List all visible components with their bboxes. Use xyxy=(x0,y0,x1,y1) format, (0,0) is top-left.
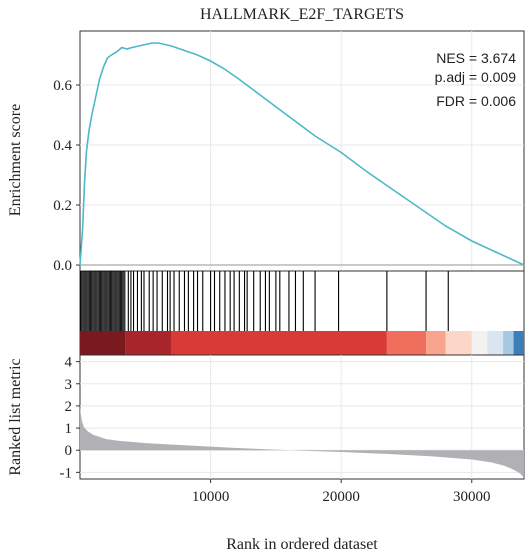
gene-hit-marks xyxy=(80,271,449,331)
ranked-y-tick-label: 0 xyxy=(65,443,73,459)
x-axis-ticks: 10000 20000 30000 xyxy=(192,479,491,505)
color-bar-segment xyxy=(471,331,488,355)
enrichment-y-tick-label: 0.2 xyxy=(53,198,72,214)
ranked-list-panel: -1 0 1 2 3 4 Ranked list metric xyxy=(7,354,525,481)
enrichment-gridlines xyxy=(80,31,524,271)
color-bar-segment xyxy=(171,331,387,355)
ranked-panel-frame xyxy=(79,354,525,480)
ranked-gridlines xyxy=(80,355,524,479)
nes-stat: NES = 3.674 xyxy=(436,50,516,66)
ranked-y-tick-label: 2 xyxy=(65,399,73,415)
color-bar-segment xyxy=(426,331,446,355)
x-tick-label: 10000 xyxy=(192,489,230,505)
chart-title: HALLMARK_E2F_TARGETS xyxy=(200,6,404,23)
enrichment-y-tick-label: 0.0 xyxy=(53,258,72,274)
color-bar-segment xyxy=(503,331,514,355)
ranking-color-bar xyxy=(80,331,524,355)
color-bar-segment xyxy=(513,331,524,355)
enrichment-y-tick-label: 0.6 xyxy=(53,78,72,94)
enrichment-y-axis-label: Enrichment score xyxy=(7,104,24,216)
x-tick-label: 30000 xyxy=(453,489,491,505)
fdr-stat: FDR = 0.006 xyxy=(436,93,516,109)
enrichment-score-line xyxy=(79,42,525,266)
ranked-y-tick-label: 1 xyxy=(65,421,73,437)
ranked-y-tick-label: 3 xyxy=(65,377,73,393)
ranked-y-ticks: -1 0 1 2 3 4 xyxy=(60,355,80,481)
ranked-metric-area xyxy=(80,405,524,478)
enrichment-y-ticks: 0.0 0.2 0.4 0.6 xyxy=(53,78,80,274)
color-bar-segment xyxy=(80,331,126,355)
color-bar-segment xyxy=(386,331,427,355)
color-bar-segment xyxy=(445,331,472,355)
color-bar-segment xyxy=(487,331,504,355)
x-axis-label: Rank in ordered dataset xyxy=(226,536,378,553)
enrichment-score-panel: 0.0 0.2 0.4 0.6 NES = 3.674 p.adj = 0.009 F… xyxy=(7,30,525,274)
enrichment-y-tick-label: 0.4 xyxy=(53,138,72,154)
gene-hits-panel xyxy=(79,270,525,356)
x-tick-label: 20000 xyxy=(322,489,360,505)
ranked-y-tick-label: -1 xyxy=(60,465,73,481)
ranked-y-axis-label: Ranked list metric xyxy=(7,358,24,475)
ranked-y-tick-label: 4 xyxy=(65,355,73,371)
color-bar-segment xyxy=(125,331,172,355)
enrichment-panel-frame xyxy=(79,30,525,272)
stats-annotation: NES = 3.674 p.adj = 0.009 FDR = 0.006 xyxy=(435,50,517,109)
padj-stat: p.adj = 0.009 xyxy=(435,69,517,85)
